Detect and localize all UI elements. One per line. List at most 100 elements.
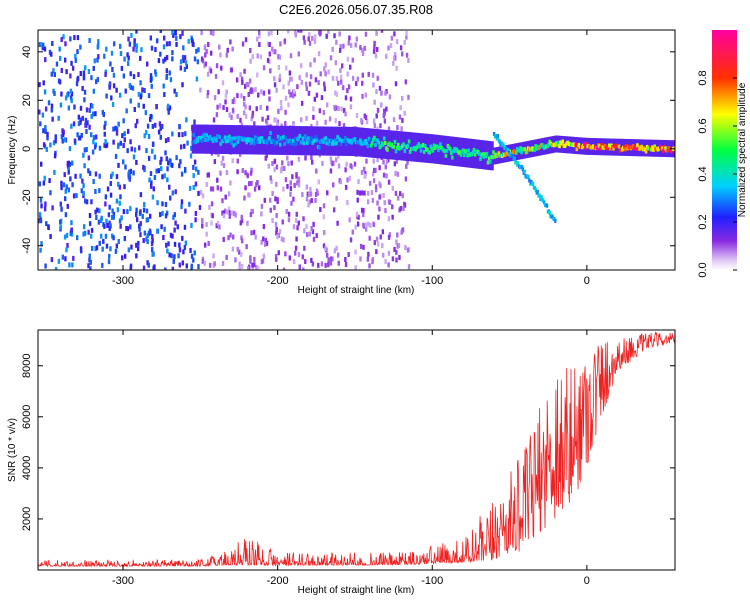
y-tick-label: 2000 [21, 507, 33, 531]
heatmap-cell [265, 140, 269, 145]
heatmap-cell [109, 181, 112, 187]
heatmap-cell [344, 257, 347, 263]
heatmap-cell [346, 71, 349, 77]
heatmap-cell [305, 184, 309, 190]
heatmap-cell [402, 142, 405, 147]
heatmap-cell [223, 135, 227, 140]
heatmap-cell [296, 84, 299, 90]
heatmap-cell [165, 68, 169, 74]
heatmap-cell [337, 80, 340, 86]
heatmap-cell [295, 172, 298, 178]
heatmap-cell [281, 219, 284, 225]
heatmap-cell [95, 245, 99, 251]
heatmap-cell [46, 135, 49, 141]
heatmap-cell [120, 215, 123, 221]
heatmap-cell [63, 196, 67, 202]
heatmap-cell [143, 230, 147, 236]
heatmap-cell [435, 144, 439, 149]
heatmap-cell [115, 87, 118, 93]
heatmap-cell [478, 151, 481, 156]
heatmap-cell [277, 232, 281, 238]
heatmap-cell [327, 30, 330, 34]
heatmap-cell [226, 47, 229, 53]
heatmap-cell [293, 142, 296, 147]
heatmap-cell [54, 267, 58, 270]
heatmap-cell [196, 138, 200, 143]
heatmap-cell [159, 212, 162, 218]
heatmap-cell [329, 55, 333, 61]
heatmap-cell [117, 121, 120, 127]
heatmap-cell [98, 188, 101, 194]
heatmap-cell [326, 138, 330, 143]
heatmap-cell [329, 168, 333, 174]
heatmap-cell [50, 257, 54, 263]
heatmap-cell [64, 41, 67, 47]
heatmap-cell [89, 266, 92, 270]
heatmap-cell [112, 235, 115, 241]
heatmap-cell [300, 79, 304, 85]
heatmap-cell [92, 65, 95, 71]
heatmap-cell [390, 35, 394, 41]
heatmap-cell [313, 34, 317, 40]
heatmap-cell [118, 200, 121, 206]
heatmap-cell [246, 266, 250, 270]
heatmap-cell [111, 208, 114, 214]
colorbar-tick-label: 0.2 [697, 214, 709, 229]
heatmap-cell [370, 189, 374, 195]
heatmap-cell [125, 225, 128, 231]
heatmap-cell [60, 134, 64, 140]
heatmap-cell [137, 240, 140, 246]
heatmap-cell [343, 135, 347, 140]
heatmap-cell [385, 158, 389, 164]
heatmap-cell [324, 119, 327, 125]
heatmap-cell [376, 200, 379, 206]
heatmap-cell [331, 46, 334, 52]
heatmap-cell [315, 188, 319, 194]
heatmap-cell [68, 262, 71, 268]
heatmap-cell [401, 95, 404, 101]
heatmap-cell [297, 136, 300, 141]
heatmap-cell [325, 33, 328, 39]
heatmap-cell [394, 190, 398, 196]
heatmap-cell [322, 140, 325, 145]
heatmap-cell [190, 37, 194, 43]
heatmap-cell [212, 30, 215, 36]
heatmap-cell [304, 258, 307, 264]
heatmap-cell [421, 143, 425, 148]
heatmap-cell [129, 168, 133, 174]
heatmap-cell [271, 161, 274, 167]
heatmap-cell [241, 41, 245, 47]
heatmap-cell [69, 36, 72, 42]
heatmap-cell [404, 79, 408, 85]
heatmap-cell [82, 152, 85, 158]
x-tick-label: 0 [584, 275, 590, 287]
heatmap-cell [64, 188, 67, 194]
heatmap-cell [607, 143, 611, 148]
heatmap-cell [187, 38, 190, 44]
heatmap-cell [319, 30, 322, 35]
heatmap-cell [308, 81, 312, 87]
heatmap-cell [403, 201, 406, 207]
heatmap-cell [598, 144, 601, 149]
colorbar-ticks: 0.00.20.40.60.8 [697, 70, 737, 278]
heatmap-cell [175, 41, 178, 47]
heatmap-cell [393, 31, 396, 37]
heatmap-cell [334, 60, 338, 66]
heatmap-cell [143, 87, 146, 93]
heatmap-cell [153, 154, 157, 160]
heatmap-cell [309, 191, 313, 197]
heatmap-cell [373, 240, 377, 246]
heatmap-cell [312, 236, 316, 242]
heatmap-cell [379, 123, 382, 129]
heatmap-cell [354, 224, 357, 230]
heatmap-cell [230, 114, 233, 120]
heatmap-cell [395, 145, 399, 150]
heatmap-cell [64, 95, 68, 101]
heatmap-cell [148, 177, 151, 183]
heatmap-cell [306, 140, 309, 145]
heatmap-cell [123, 137, 126, 143]
heatmap-cell [117, 238, 120, 244]
heatmap-cell [332, 182, 335, 188]
heatmap-cell [310, 154, 313, 160]
heatmap-cell [511, 154, 514, 159]
